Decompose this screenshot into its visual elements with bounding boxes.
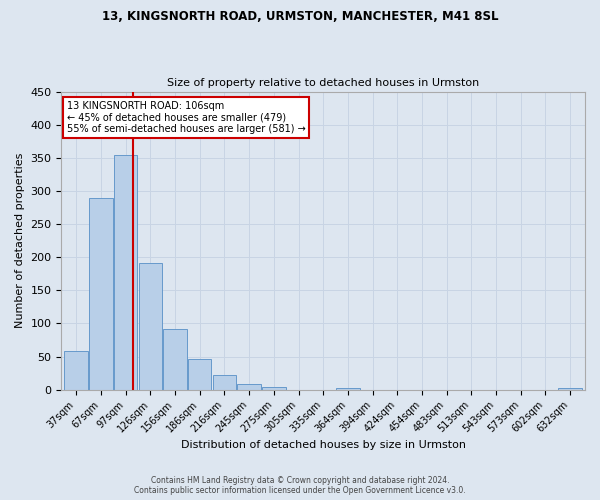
- Title: Size of property relative to detached houses in Urmston: Size of property relative to detached ho…: [167, 78, 479, 88]
- Bar: [262, 387, 286, 390]
- Text: Contains HM Land Registry data © Crown copyright and database right 2024.
Contai: Contains HM Land Registry data © Crown c…: [134, 476, 466, 495]
- Text: 13, KINGSNORTH ROAD, URMSTON, MANCHESTER, M41 8SL: 13, KINGSNORTH ROAD, URMSTON, MANCHESTER…: [102, 10, 498, 23]
- Bar: [212, 375, 236, 390]
- Text: 13 KINGSNORTH ROAD: 106sqm
← 45% of detached houses are smaller (479)
55% of sem: 13 KINGSNORTH ROAD: 106sqm ← 45% of deta…: [67, 100, 305, 134]
- Bar: [114, 154, 137, 390]
- Bar: [64, 352, 88, 390]
- Bar: [89, 198, 113, 390]
- Y-axis label: Number of detached properties: Number of detached properties: [15, 153, 25, 328]
- Bar: [139, 262, 162, 390]
- Bar: [559, 388, 582, 390]
- X-axis label: Distribution of detached houses by size in Urmston: Distribution of detached houses by size …: [181, 440, 466, 450]
- Bar: [163, 330, 187, 390]
- Bar: [336, 388, 359, 390]
- Bar: [188, 359, 211, 390]
- Bar: [238, 384, 261, 390]
